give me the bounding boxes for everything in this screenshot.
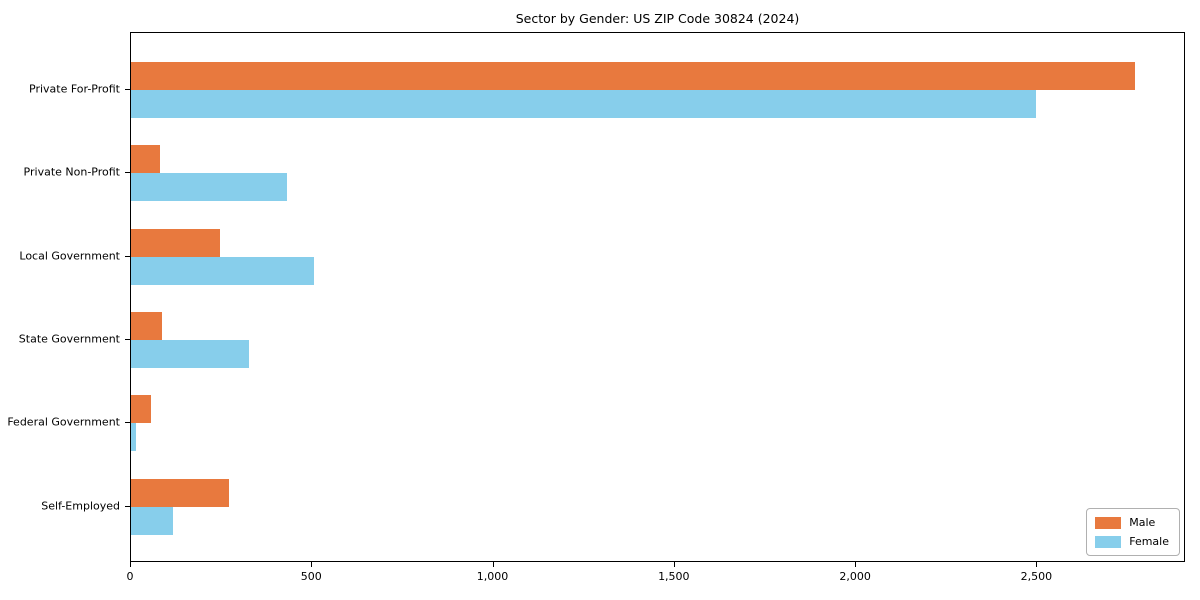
x-tick-label: 2,000 [839, 570, 871, 583]
y-tick-mark [125, 422, 130, 424]
bar-group [131, 228, 1184, 285]
legend-item-male: Male [1095, 516, 1169, 529]
y-category-label: Private For-Profit [29, 82, 120, 96]
x-tick-label: 1,000 [476, 570, 509, 583]
legend-item-female: Female [1095, 535, 1169, 548]
y-category-label: Self-Employed [41, 499, 120, 513]
male-bar [131, 145, 160, 174]
female-bar [131, 173, 287, 202]
male-color-swatch [1095, 516, 1122, 529]
y-tick-mark [125, 339, 130, 341]
male-bar [131, 228, 220, 257]
female-bar [131, 340, 249, 369]
x-tick-mark [673, 562, 675, 567]
legend-label-male: Male [1129, 516, 1156, 529]
x-tick-mark [130, 562, 131, 567]
bar-group [131, 478, 1184, 535]
male-bar [131, 478, 229, 507]
chart-title: Sector by Gender: US ZIP Code 30824 (202… [515, 11, 800, 26]
bar-group [131, 395, 1184, 452]
x-tick-label: 1,500 [658, 570, 690, 583]
x-tick-label: 2,500 [1020, 570, 1053, 583]
x-tick-mark [1036, 562, 1038, 567]
y-tick-mark [125, 255, 130, 257]
y-category-label: Federal Government [7, 415, 120, 429]
female-bar [131, 423, 137, 452]
y-category-label: State Government [18, 332, 120, 346]
legend: Male Female [1086, 508, 1180, 556]
x-tick-mark [855, 562, 857, 567]
y-tick-mark [125, 505, 130, 507]
female-bar [131, 506, 173, 535]
x-tick-label: 0 [126, 570, 134, 583]
female-color-swatch [1095, 535, 1122, 548]
female-bar [131, 90, 1036, 118]
female-bar [131, 256, 315, 285]
y-category-label: Local Government [19, 249, 120, 263]
bar-group [131, 62, 1184, 118]
male-bar [131, 62, 1136, 90]
male-bar [131, 395, 151, 424]
x-tick-mark [492, 562, 494, 567]
male-bar [131, 312, 162, 341]
legend-label-female: Female [1129, 535, 1169, 548]
x-tick-label: 500 [300, 570, 322, 583]
plot-area: Male Female [130, 32, 1185, 562]
bar-group [131, 145, 1184, 202]
y-tick-mark [125, 89, 130, 90]
x-tick-mark [311, 562, 313, 567]
y-category-label: Private Non-Profit [23, 165, 120, 179]
y-tick-mark [125, 172, 130, 174]
bar-group [131, 312, 1184, 369]
